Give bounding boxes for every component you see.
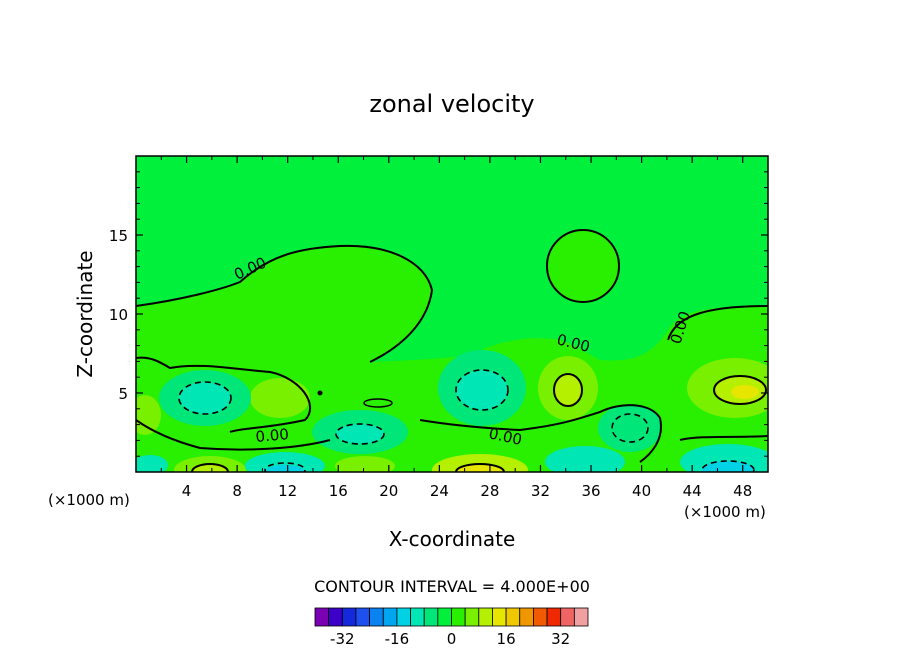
contour-fill-upper-blob [547, 230, 619, 302]
y-axis-label: Z-coordinate [73, 250, 97, 377]
colorbar-swatch [533, 607, 548, 627]
colorbar-swatch [464, 607, 480, 627]
x-tick-label: 20 [379, 482, 398, 500]
neg-contour-line-5 [264, 462, 306, 472]
colorbar-swatch [492, 607, 507, 627]
y-tick-label: 15 [109, 227, 128, 245]
y-axis: 5 10 15 [109, 171, 768, 457]
contour-label-2: 0.00 [255, 425, 290, 446]
neg-contour-line-1 [178, 381, 232, 415]
contour-fill-pos-2b [554, 374, 582, 406]
x-tick-label: 8 [232, 482, 242, 500]
zero-contour-line-blob [546, 229, 620, 303]
small-contour-dot [317, 390, 323, 396]
x-tick-label: 44 [683, 482, 702, 500]
zero-contour-line-right [667, 305, 768, 341]
x-tick-label: 28 [480, 482, 499, 500]
contour-fill-neg-1b [179, 382, 231, 414]
colorbar-swatch [519, 607, 534, 627]
colorbar-swatch [560, 607, 575, 627]
neg-contour-line-3 [335, 423, 385, 445]
contour-fill-pos-6 [335, 456, 395, 472]
x-tick-label: 40 [632, 482, 651, 500]
y-tick-label: 10 [109, 306, 128, 324]
x-tick-label: 24 [430, 482, 449, 500]
colorbar-swatch [505, 607, 521, 627]
contour-fill-neg-2b [456, 370, 508, 410]
contour-fill-pos-1 [250, 378, 310, 418]
colorbar-swatch [423, 607, 439, 627]
contour-fill-pos-3c [731, 385, 759, 399]
colorbar-swatch [451, 607, 466, 627]
neg-contour-line-6 [611, 413, 649, 443]
colorbar-swatch [546, 607, 562, 627]
zero-contour-line-low [136, 419, 768, 451]
contour-fill-pos-7 [136, 395, 161, 435]
x-tick-label: 48 [733, 482, 752, 500]
colorbar-swatch [382, 607, 398, 627]
pos-contour-line-3 [455, 463, 505, 472]
contour-fill-neg-7b [702, 461, 754, 472]
neg-contour-line-4 [701, 460, 755, 472]
contour-fill-neg-6b [265, 465, 305, 472]
colorbar-tick-label: -16 [385, 630, 410, 648]
x-axis: 4 8 12 16 20 24 28 32 36 40 44 48 [160, 156, 752, 500]
colorbar-swatch [396, 607, 411, 627]
x-unit-label-right: (×1000 m) [684, 503, 766, 521]
contour-fill-neg-3b [336, 424, 384, 444]
contour-fill-neg-8 [136, 455, 168, 472]
colorbar-swatch [369, 607, 384, 627]
x-unit-label-left: (×1000 m) [48, 491, 130, 509]
colorbar-tick-label: 16 [497, 630, 516, 648]
contour-fill-neg-4 [598, 404, 662, 452]
zero-contour-line-main [136, 244, 434, 363]
pos-contour-line-4 [191, 463, 229, 472]
contour-interval-label: CONTOUR INTERVAL = 4.000E+00 [314, 577, 590, 596]
chart-title: zonal velocity [369, 90, 534, 118]
x-tick-label: 4 [182, 482, 192, 500]
plot-area: 0.00 0.00 0.00 0.00 0.00 [136, 156, 768, 472]
x-tick-label: 36 [581, 482, 600, 500]
colorbar-swatch [478, 607, 493, 627]
colorbar-swatch [355, 607, 371, 627]
colorbar-tick-label: 0 [447, 630, 457, 648]
contour-fill-neg-6 [245, 452, 325, 472]
colorbar-swatch [314, 607, 330, 627]
pos-contour-line-2 [713, 375, 767, 405]
colorbar-tick-label: 32 [551, 630, 570, 648]
colorbar-swatch [573, 607, 589, 627]
colorbar-swatch [437, 607, 452, 627]
colorbar-swatch [410, 607, 425, 627]
contour-fill-neg-5 [545, 446, 625, 472]
pos-contour-line-1 [553, 373, 583, 407]
colorbar-swatch [341, 607, 357, 627]
y-tick-label: 5 [118, 385, 128, 403]
neg-contour-line-2 [455, 369, 509, 411]
colorbar-tick-label: -32 [330, 630, 355, 648]
zero-contour-line-mid [136, 356, 662, 463]
small-contour-ring [363, 398, 393, 408]
x-tick-label: 32 [531, 482, 550, 500]
colorbar-swatch [328, 607, 343, 627]
x-tick-label: 12 [278, 482, 297, 500]
x-tick-label: 16 [329, 482, 348, 500]
x-axis-label: X-coordinate [389, 527, 516, 551]
colorbar: -32 -16 0 16 32 [314, 607, 589, 648]
